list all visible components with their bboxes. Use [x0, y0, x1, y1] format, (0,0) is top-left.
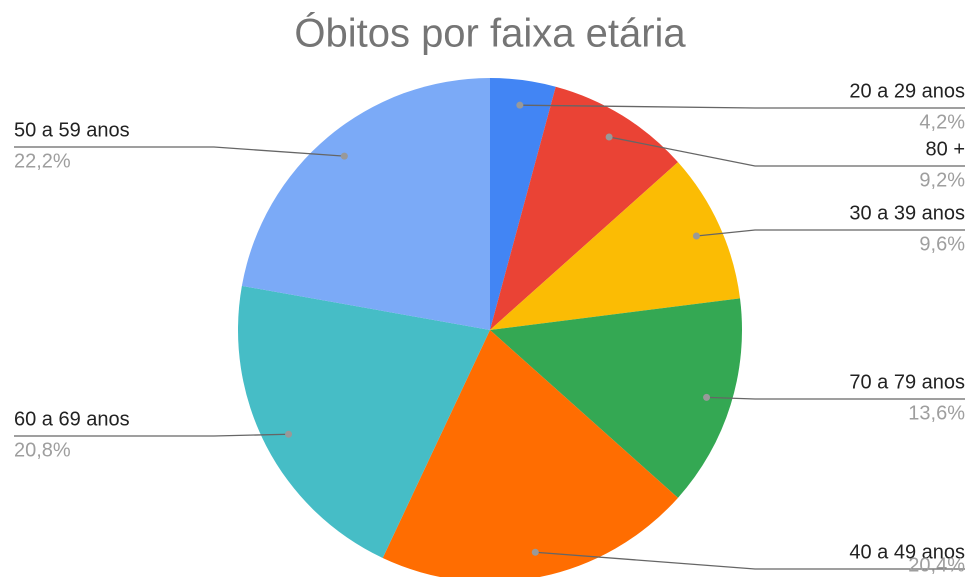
leader-dot [703, 393, 711, 401]
slice-label: 80 + [926, 138, 965, 160]
pie-slice [238, 285, 490, 559]
pie-slice [241, 78, 490, 330]
chart-title: Óbitos por faixa etária [294, 11, 686, 56]
leader-line [519, 104, 965, 109]
pie-slice [490, 86, 678, 331]
leader-line [608, 136, 965, 167]
slice-value-label: 13,6% [908, 402, 965, 424]
slice-label: 70 a 79 anos [849, 371, 965, 393]
leader-line [14, 433, 289, 437]
leader-dot [285, 430, 293, 438]
pie-slice [490, 298, 742, 498]
leader-dot [692, 232, 700, 240]
slice-value-label: 9,6% [919, 233, 965, 255]
leader-line [535, 551, 965, 570]
leader-dot [340, 152, 348, 160]
slice-value-label: 20,4% [908, 554, 965, 576]
leader-dot [531, 548, 539, 556]
slice-label: 20 a 29 anos [849, 80, 965, 102]
slice-value-label: 4,2% [919, 111, 965, 133]
slice-value-label: 20,8% [14, 439, 71, 461]
pie-slice [490, 162, 741, 330]
slice-value-label: 9,2% [919, 169, 965, 191]
slice-label: 30 a 39 anos [849, 202, 965, 224]
slice-label: 60 a 69 anos [14, 408, 130, 430]
leader-line [696, 229, 965, 237]
pie-slice [490, 78, 556, 330]
slice-label: 50 a 59 anos [14, 119, 130, 141]
leader-line [14, 146, 345, 157]
slice-value-label: 22,2% [14, 150, 71, 172]
leader-dot [516, 101, 524, 109]
leader-line [706, 396, 965, 400]
slice-label: 40 a 49 anos [849, 541, 965, 563]
pie-slice [382, 330, 678, 577]
leader-dot [605, 133, 613, 141]
